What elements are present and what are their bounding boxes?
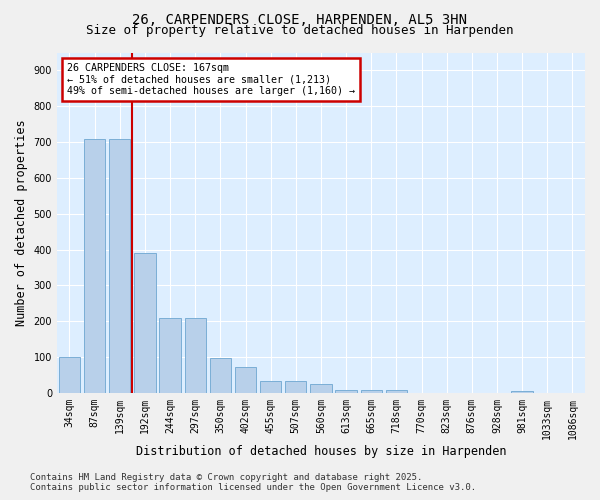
Bar: [335, 390, 357, 393]
Bar: [260, 381, 281, 393]
Bar: [84, 138, 106, 393]
Text: Size of property relative to detached houses in Harpenden: Size of property relative to detached ho…: [86, 24, 514, 37]
Bar: [361, 390, 382, 393]
Text: 26, CARPENDERS CLOSE, HARPENDEN, AL5 3HN: 26, CARPENDERS CLOSE, HARPENDEN, AL5 3HN: [133, 12, 467, 26]
Bar: [386, 390, 407, 393]
Bar: [185, 318, 206, 393]
X-axis label: Distribution of detached houses by size in Harpenden: Distribution of detached houses by size …: [136, 444, 506, 458]
Text: Contains HM Land Registry data © Crown copyright and database right 2025.
Contai: Contains HM Land Registry data © Crown c…: [30, 473, 476, 492]
Y-axis label: Number of detached properties: Number of detached properties: [15, 120, 28, 326]
Bar: [285, 381, 307, 393]
Bar: [160, 318, 181, 393]
Bar: [59, 357, 80, 393]
Bar: [310, 384, 332, 393]
Text: 26 CARPENDERS CLOSE: 167sqm
← 51% of detached houses are smaller (1,213)
49% of : 26 CARPENDERS CLOSE: 167sqm ← 51% of det…: [67, 62, 355, 96]
Bar: [109, 138, 130, 393]
Bar: [209, 358, 231, 393]
Bar: [511, 391, 533, 393]
Bar: [134, 253, 155, 393]
Bar: [235, 367, 256, 393]
